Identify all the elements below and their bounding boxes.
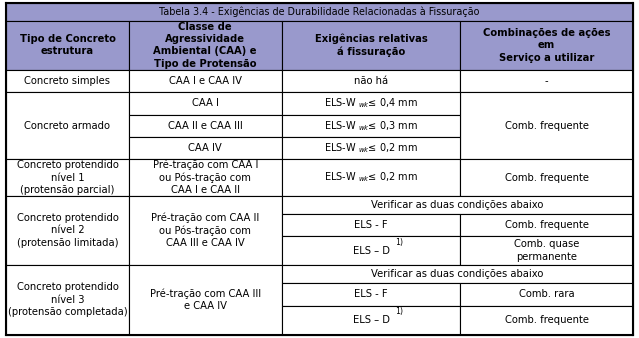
Bar <box>282 137 460 160</box>
Text: CAA IV: CAA IV <box>189 143 222 153</box>
Bar <box>282 70 460 92</box>
Bar <box>282 115 460 137</box>
Text: Concreto simples: Concreto simples <box>24 76 111 86</box>
Bar <box>282 306 460 335</box>
Text: ELS - F: ELS - F <box>355 220 388 230</box>
Bar <box>128 160 282 196</box>
Text: Verificar as duas condições abaixo: Verificar as duas condições abaixo <box>371 269 543 279</box>
Text: Pré-tração com CAA III
e CAA IV: Pré-tração com CAA III e CAA IV <box>150 288 261 311</box>
Text: Comb. frequente: Comb. frequente <box>505 220 589 230</box>
Bar <box>282 283 460 306</box>
Bar <box>460 160 633 196</box>
Bar <box>128 265 282 335</box>
Text: não há: não há <box>354 76 389 86</box>
Bar <box>460 92 633 160</box>
Bar <box>460 306 633 335</box>
Bar <box>6 3 633 21</box>
Text: CAA II e CAA III: CAA II e CAA III <box>168 121 243 131</box>
Bar <box>128 137 282 160</box>
Text: Verificar as duas condições abaixo: Verificar as duas condições abaixo <box>371 200 543 210</box>
Bar <box>282 214 460 236</box>
Text: Comb. quase
permanente: Comb. quase permanente <box>514 239 579 262</box>
Text: -: - <box>544 76 548 86</box>
Text: CAA I: CAA I <box>192 98 219 108</box>
Bar <box>6 196 128 265</box>
Bar <box>282 160 460 196</box>
Bar <box>128 196 282 265</box>
Bar <box>282 236 460 265</box>
Bar <box>128 21 282 70</box>
Text: Concreto armado: Concreto armado <box>24 121 111 131</box>
Text: ELS-W $_{wk}$≤ 0,2 mm: ELS-W $_{wk}$≤ 0,2 mm <box>324 141 418 155</box>
Text: ELS – D: ELS – D <box>353 315 390 325</box>
Bar <box>6 21 128 70</box>
Text: Tabela 3.4 - Exigências de Durabilidade Relacionadas à Fissuração: Tabela 3.4 - Exigências de Durabilidade … <box>159 7 480 17</box>
Text: Exigências relativas
á fissuração: Exigências relativas á fissuração <box>315 33 427 57</box>
Bar <box>128 70 282 92</box>
Bar <box>460 70 633 92</box>
Bar <box>6 70 128 92</box>
Text: CAA I e CAA IV: CAA I e CAA IV <box>169 76 242 86</box>
Bar <box>6 92 128 160</box>
Bar <box>282 196 633 214</box>
Text: Comb. frequente: Comb. frequente <box>505 315 589 325</box>
Bar <box>460 236 633 265</box>
Text: Pré-tração com CAA II
ou Pós-tração com
CAA III e CAA IV: Pré-tração com CAA II ou Pós-tração com … <box>151 212 259 248</box>
Bar <box>460 21 633 70</box>
Text: 1): 1) <box>395 307 403 316</box>
Text: ELS-W $_{wk}$≤ 0,3 mm: ELS-W $_{wk}$≤ 0,3 mm <box>324 119 418 132</box>
Text: Classe de
Agressividade
Ambiental (CAA) e
Tipo de Protensão: Classe de Agressividade Ambiental (CAA) … <box>153 22 257 69</box>
Text: Pré-tração com CAA I
ou Pós-tração com
CAA I e CAA II: Pré-tração com CAA I ou Pós-tração com C… <box>153 160 258 195</box>
Text: ELS-W $_{wk}$≤ 0,4 mm: ELS-W $_{wk}$≤ 0,4 mm <box>324 96 418 110</box>
Text: ELS - F: ELS - F <box>355 289 388 299</box>
Text: Concreto protendido
nível 1
(protensão parcial): Concreto protendido nível 1 (protensão p… <box>17 160 118 195</box>
Bar <box>128 92 282 115</box>
Bar <box>128 115 282 137</box>
Bar <box>460 283 633 306</box>
Text: Concreto protendido
nível 3
(protensão completada): Concreto protendido nível 3 (protensão c… <box>8 283 127 317</box>
Text: 1): 1) <box>395 238 403 247</box>
Bar <box>460 214 633 236</box>
Text: Tipo de Concreto
estrutura: Tipo de Concreto estrutura <box>20 34 116 56</box>
Text: ELS – D: ELS – D <box>353 246 390 256</box>
Text: Comb. frequente: Comb. frequente <box>505 121 589 131</box>
Text: Concreto protendido
nível 2
(protensão limitada): Concreto protendido nível 2 (protensão l… <box>17 213 118 248</box>
Bar <box>282 92 460 115</box>
Text: Comb. rara: Comb. rara <box>519 289 574 299</box>
Bar <box>6 160 128 196</box>
Bar <box>6 265 128 335</box>
Text: ELS-W $_{wk}$≤ 0,2 mm: ELS-W $_{wk}$≤ 0,2 mm <box>324 171 418 185</box>
Text: Combinações de ações
em
Serviço a utilizar: Combinações de ações em Serviço a utiliz… <box>482 28 610 63</box>
Text: Comb. frequente: Comb. frequente <box>505 172 589 183</box>
Bar <box>282 265 633 283</box>
Bar <box>282 21 460 70</box>
